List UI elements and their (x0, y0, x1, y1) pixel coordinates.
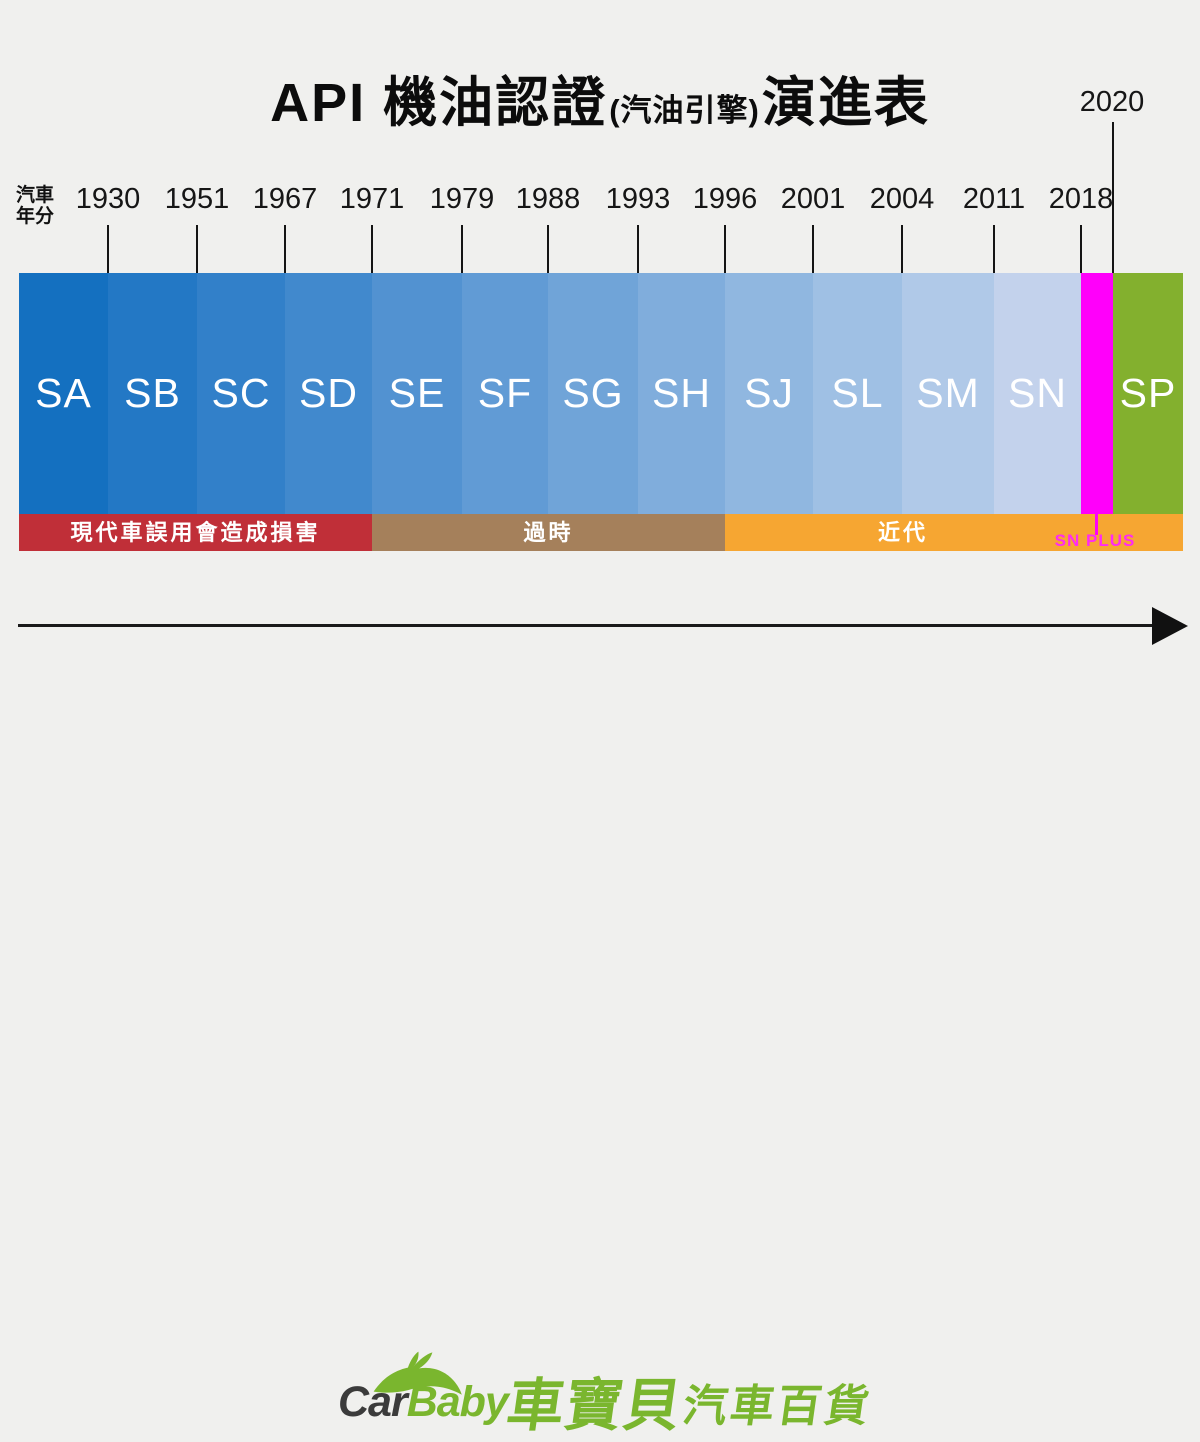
segment-se: SE (372, 273, 462, 514)
segment-sg: SG (548, 273, 638, 514)
segment-sb: SB (108, 273, 197, 514)
segment-sm: SM (902, 273, 994, 514)
year-label-1996: 1996 (692, 183, 758, 215)
year-label-2011: 2011 (962, 183, 1026, 215)
era-label-1: 過時 (523, 520, 574, 545)
era-band-1: 過時 (372, 514, 725, 551)
segment-sn-plus (1081, 273, 1113, 514)
segment-label-sn: SN (1008, 370, 1067, 416)
time-arrow-line (18, 624, 1156, 627)
era-band-2: 近代 (725, 514, 1183, 551)
year-label-1988: 1988 (515, 183, 581, 215)
era-band-0: 現代車誤用會造成損害 (19, 514, 372, 551)
segment-sl: SL (813, 273, 902, 514)
era-band: 現代車誤用會造成損害 過時 近代 (0, 514, 1200, 551)
year-label-2004: 2004 (869, 183, 935, 215)
time-arrow-head-icon (1152, 607, 1188, 645)
segment-sd: SD (285, 273, 372, 514)
year-label-1979: 1979 (429, 183, 495, 215)
segment-sj: SJ (725, 273, 813, 514)
segment-sn: SN (994, 273, 1081, 514)
year-label-1993: 1993 (605, 183, 671, 215)
segment-label-sh: SH (652, 370, 711, 416)
year-label-1971: 1971 (339, 183, 405, 215)
segment-label-sp: SP (1119, 370, 1177, 416)
segment-sh: SH (638, 273, 725, 514)
segment-label-sb: SB (124, 370, 181, 416)
logo-cjk-suffix: 汽車百貨 (679, 1382, 875, 1431)
sn-plus-connector-line (1095, 514, 1098, 535)
year-label-1951: 1951 (164, 183, 230, 215)
segment-label-sd: SD (299, 370, 358, 416)
year-axis-label-line1: 汽車 (16, 185, 55, 206)
infographic-canvas: API 機油認證 (汽油引擎) 演進表 2020 汽車 年分 1930 1951 1… (0, 58, 1200, 1438)
year-label-2001: 2001 (780, 183, 846, 215)
year-label-1967: 1967 (252, 183, 318, 215)
year-axis-label-line2: 年分 (16, 206, 55, 227)
logo-cjk-name: 車寶貝 (502, 1374, 686, 1438)
year-label-1930: 1930 (75, 183, 141, 215)
logo-car-text: Car (338, 1378, 408, 1426)
segment-label-sl: SL (831, 370, 884, 416)
year-axis-label: 汽車 年分 (16, 185, 54, 227)
segment-label-sf: SF (477, 370, 533, 416)
segment-label-sc: SC (211, 370, 271, 416)
segment-label-sj: SJ (744, 370, 794, 416)
page-title: API 機油認證 (汽油引擎) 演進表 (0, 58, 1200, 134)
segment-label-sm: SM (916, 370, 980, 416)
segment-label-sa: SA (35, 370, 92, 416)
era-label-2: 近代 (877, 520, 928, 545)
year-label-2018: 2018 (1048, 183, 1114, 215)
segment-sc: SC (197, 273, 285, 514)
segment-label-sg: SG (562, 370, 624, 416)
segment-sf: SF (462, 273, 548, 514)
segment-label-se: SE (388, 370, 446, 416)
sn-plus-label: SN PLUS (1054, 531, 1136, 550)
carbaby-wordmark: CarBaby (338, 1378, 509, 1427)
timeline-bar: SA SB SC SD SE SF SG SH SJ SL SM SN SP (19, 273, 1183, 514)
segment-sp: SP (1113, 273, 1183, 514)
brand-logo: CarBaby 車寶貝 汽車百貨 (0, 670, 1200, 1438)
title-paren: (汽油引擎) (609, 93, 760, 128)
logo-baby-text: Baby (406, 1378, 509, 1426)
title-main-suffix: 演進表 (761, 73, 930, 133)
era-label-0: 現代車誤用會造成損害 (70, 520, 321, 545)
top-year-label-2020: 2020 (1079, 86, 1145, 118)
segment-sa: SA (19, 273, 108, 514)
title-main-prefix: API 機油認證 (270, 73, 608, 133)
